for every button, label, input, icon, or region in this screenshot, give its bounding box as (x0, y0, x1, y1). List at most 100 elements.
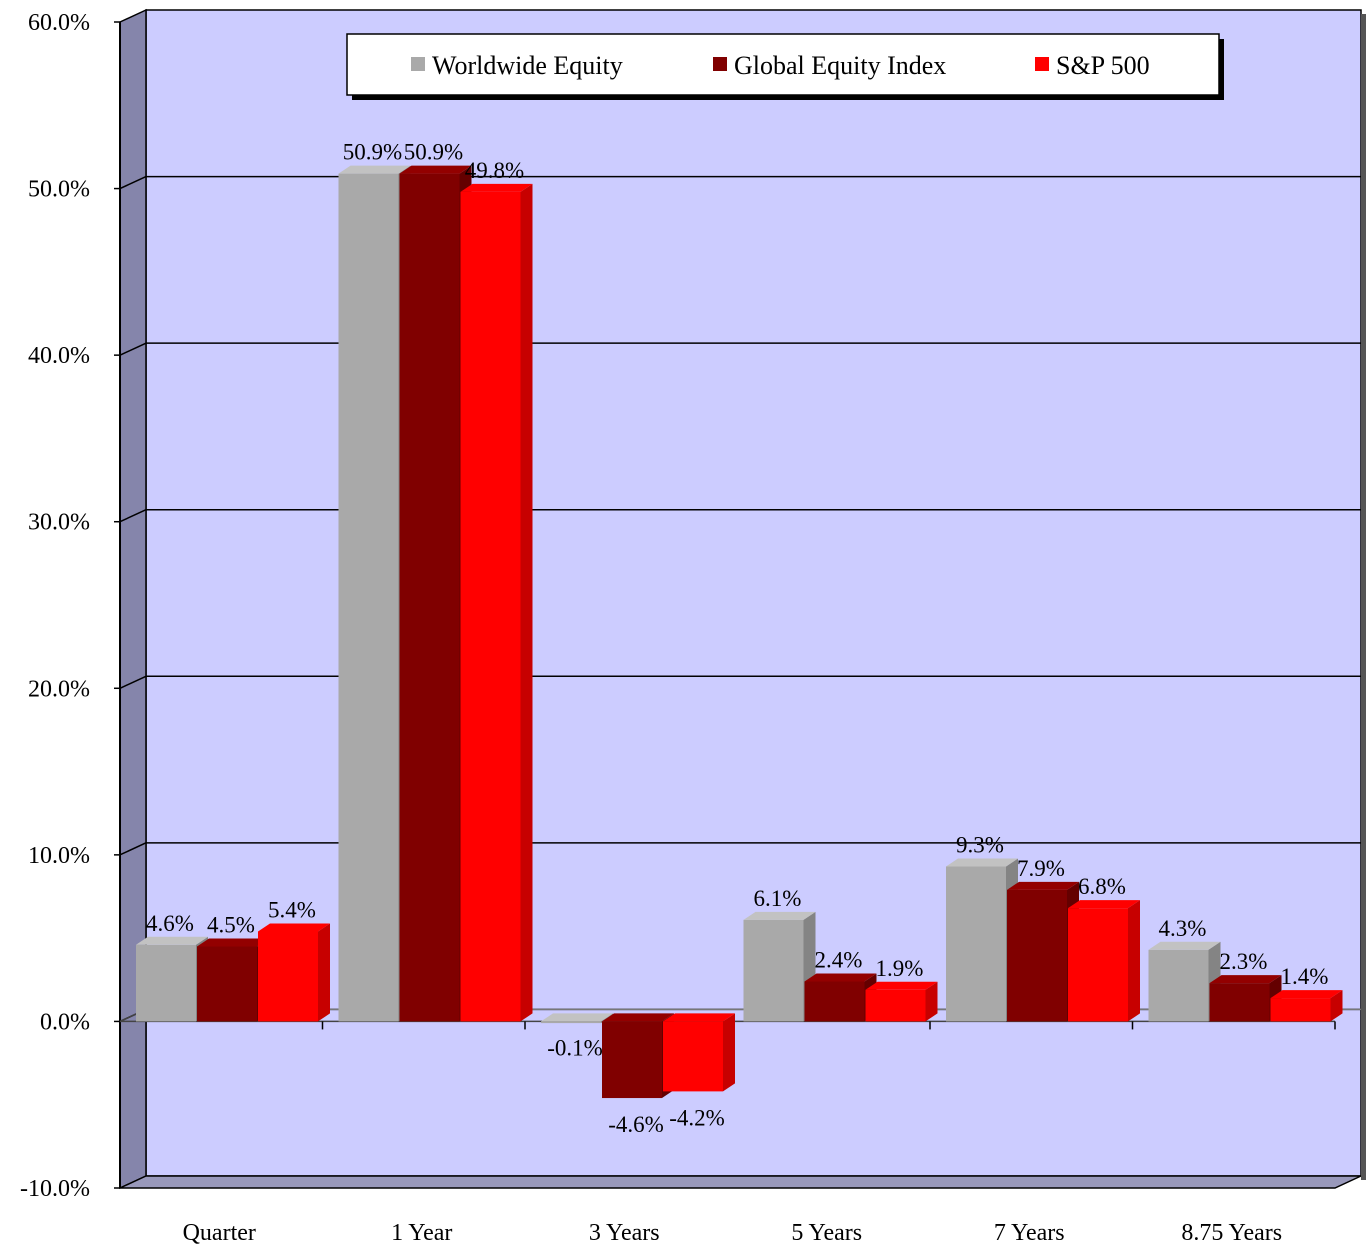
data-label: 4.6% (146, 911, 194, 936)
legend-swatch (713, 57, 727, 71)
bar-front (197, 946, 257, 1022)
bar-side (1330, 990, 1343, 1022)
bar-side (723, 1013, 735, 1092)
bar-top (197, 938, 269, 947)
y-tick-label: 60.0% (28, 10, 90, 36)
bar (460, 183, 533, 1022)
data-label: -4.6% (608, 1112, 664, 1137)
y-tick-label: -10.0% (20, 1176, 90, 1202)
bar-front (399, 173, 460, 1022)
bar-front (602, 1021, 662, 1099)
bar (663, 1013, 735, 1092)
data-label: 50.9% (404, 140, 463, 165)
legend-swatch (1035, 57, 1049, 71)
legend-label: Worldwide Equity (432, 51, 623, 80)
bar-top (804, 973, 877, 982)
bar-top (1209, 975, 1282, 984)
x-category-label: 8.75 Years (1181, 1220, 1282, 1245)
gridline-side (119, 342, 147, 356)
bar-top (602, 1013, 674, 1022)
bar-top (541, 1013, 613, 1022)
bar-front (1209, 983, 1270, 1022)
bar-front (460, 191, 521, 1022)
bar (865, 981, 938, 1022)
legend: Worldwide Equity Global Equity Index S&P 5… (346, 33, 1224, 100)
bar-front (1148, 949, 1209, 1022)
data-label: -4.2% (669, 1105, 725, 1130)
y-tick-label: 40.0% (28, 343, 90, 369)
x-category-label: 5 Years (791, 1220, 862, 1245)
bar-front (1270, 998, 1331, 1022)
bar-front (946, 866, 1006, 1022)
floor (119, 1175, 1362, 1189)
bar-front (865, 989, 926, 1022)
gridline-side (119, 842, 147, 856)
bars (136, 165, 1343, 1099)
bar-front (258, 931, 318, 1022)
x-category-label: 3 Years (589, 1220, 660, 1245)
y-tick-label: 0.0% (40, 1009, 90, 1035)
x-category-label: 1 Year (391, 1220, 452, 1245)
y-axis-ticks: -10.0% 0.0% 10.0% 20.0% 30.0% 40.0% 50.0% 60.0% (20, 10, 120, 1202)
wall-shadow-right (1361, 14, 1366, 1180)
bar-front (1068, 908, 1128, 1022)
bar (1068, 900, 1140, 1022)
bar-side (520, 183, 533, 1022)
data-label: 1.9% (876, 956, 924, 981)
bar-top (1270, 990, 1343, 999)
data-label: 6.1% (754, 886, 802, 911)
bar-top (663, 1013, 735, 1022)
bar-top (1007, 881, 1079, 890)
legend-label: S&P 500 (1056, 51, 1150, 80)
data-label: 50.9% (343, 140, 402, 165)
y-tick-label: 10.0% (28, 843, 90, 869)
bar-top (1068, 900, 1140, 909)
data-label: 6.8% (1078, 874, 1126, 899)
gridline-side (119, 175, 147, 190)
data-label: 7.9% (1017, 856, 1065, 881)
x-axis-categories: Quarter 1 Year 3 Years 5 Years 7 Years 8.75 Y… (183, 1220, 1282, 1245)
gridline-side (119, 509, 147, 523)
bar-front (136, 944, 196, 1022)
bar-side (318, 923, 330, 1022)
x-category-label: 7 Years (994, 1220, 1065, 1245)
data-label: 4.3% (1159, 916, 1207, 941)
gridline-side (119, 675, 147, 689)
bar-top (743, 911, 816, 920)
data-label: 1.4% (1281, 964, 1329, 989)
y-tick-label: 30.0% (28, 510, 90, 536)
bar-top (946, 858, 1018, 867)
bar-top (338, 165, 411, 174)
bar-front (663, 1021, 723, 1092)
data-labels: 4.6% 4.5%5.4%50.9% 50.9%49.8%-0.1%-4.6% -4.… (146, 140, 1328, 1137)
bar-front (804, 981, 865, 1022)
bar (1270, 990, 1343, 1022)
bar-front (541, 1021, 601, 1024)
bar-front (1007, 889, 1067, 1022)
bar-side (925, 981, 938, 1022)
legend-swatch (411, 57, 425, 71)
y-tick-label: 20.0% (28, 676, 90, 702)
bar (258, 923, 330, 1022)
data-label: 49.8% (465, 158, 524, 183)
data-label: -0.1% (547, 1035, 603, 1060)
bar-top (1148, 941, 1221, 950)
x-category-label: Quarter (183, 1220, 256, 1245)
bar-top (136, 936, 208, 945)
legend-label: Global Equity Index (734, 51, 946, 80)
bar-top (865, 981, 938, 990)
legend-box (346, 33, 1220, 96)
bar-front (743, 919, 804, 1022)
bar-front (338, 173, 399, 1022)
bar-top (460, 183, 533, 192)
bar-top (258, 923, 330, 932)
data-label: 9.3% (956, 833, 1004, 858)
bar-top (399, 165, 472, 174)
y-tick-label: 50.0% (28, 177, 90, 203)
data-label: 2.3% (1220, 949, 1268, 974)
data-label: 5.4% (268, 897, 316, 922)
data-label: 4.5% (207, 912, 255, 937)
bar-side (1128, 900, 1140, 1022)
data-label: 2.4% (815, 947, 863, 972)
